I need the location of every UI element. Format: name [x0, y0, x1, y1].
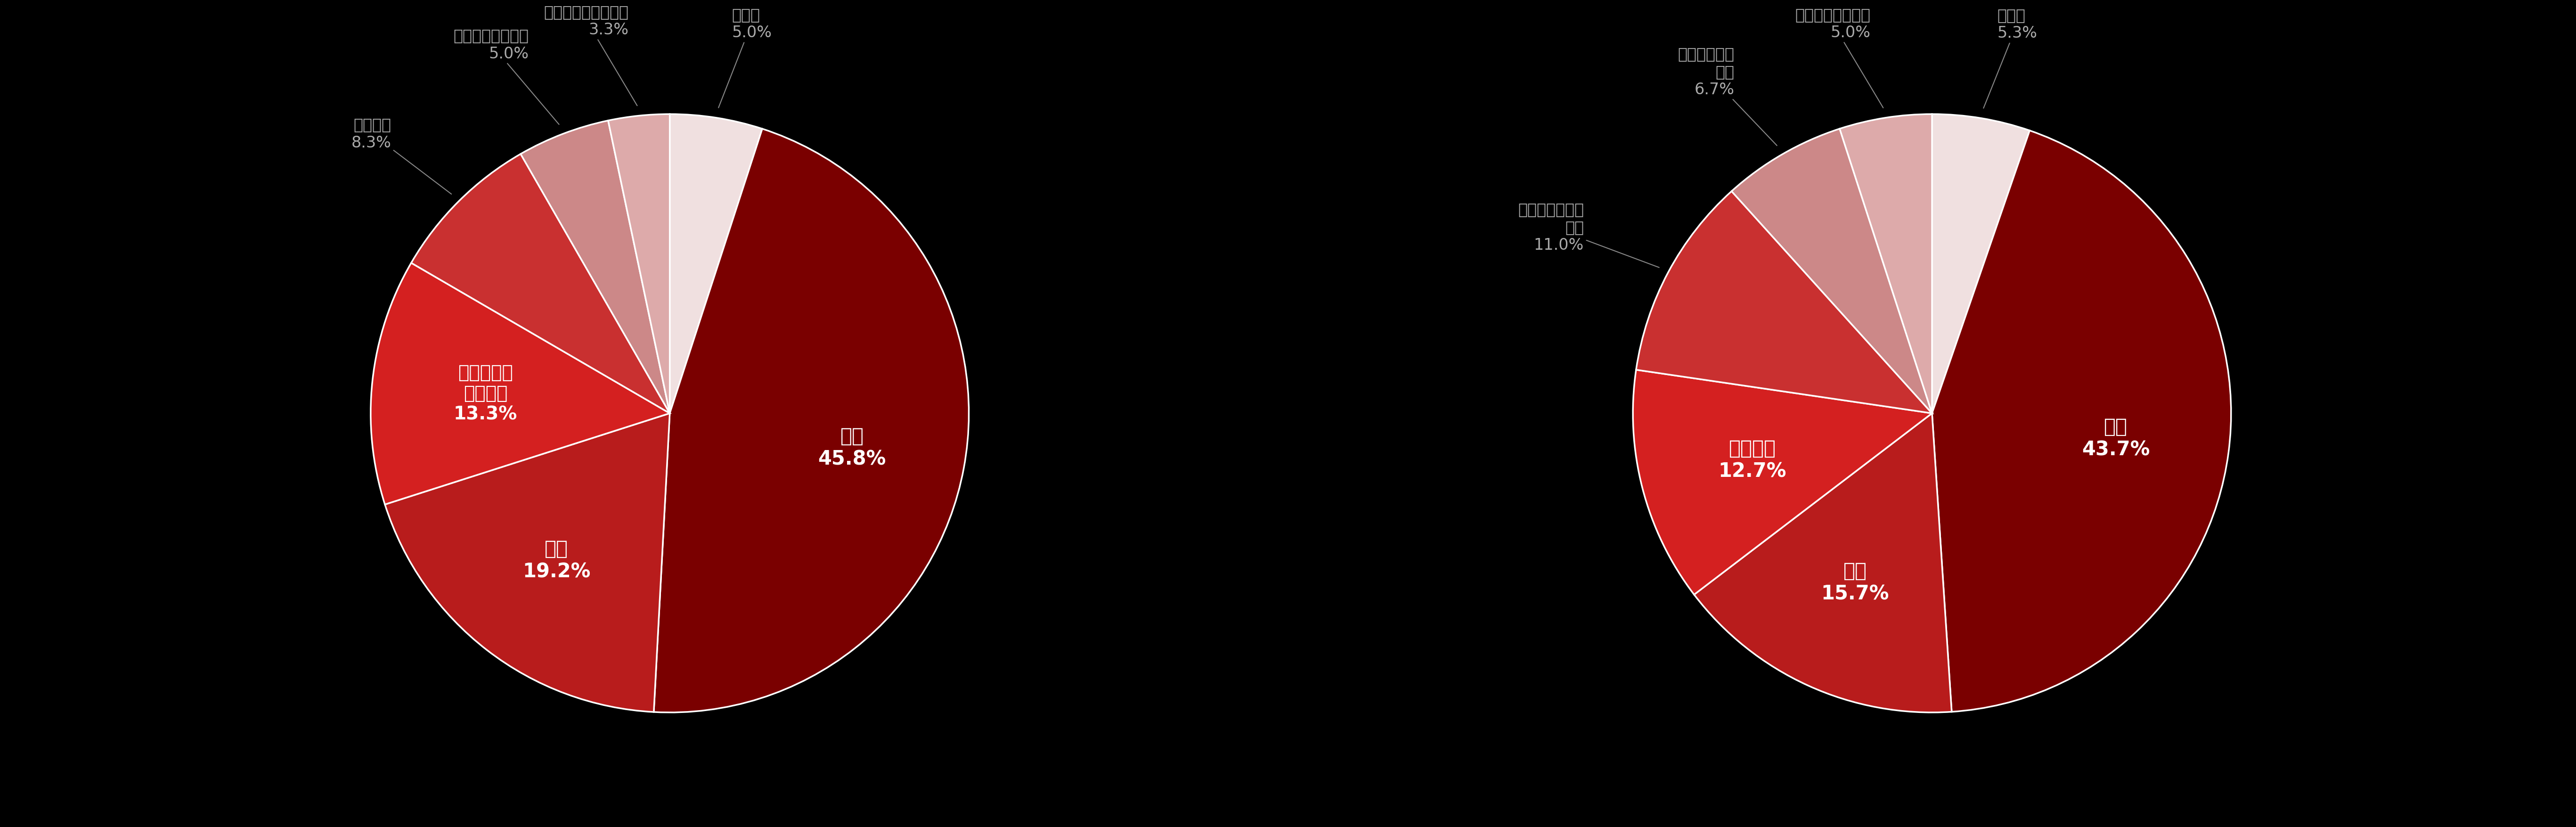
Text: サービス
12.7%: サービス 12.7%: [1718, 438, 1788, 481]
Wedge shape: [412, 155, 670, 414]
Text: その他
5.0%: その他 5.0%: [719, 7, 773, 108]
Text: 卸売・小売・
商業
6.7%: 卸売・小売・ 商業 6.7%: [1677, 46, 1777, 146]
Wedge shape: [1633, 370, 1932, 595]
Wedge shape: [608, 114, 670, 414]
Text: ソフトウェ
ア・通信
13.3%: ソフトウェ ア・通信 13.3%: [453, 364, 518, 423]
Wedge shape: [1839, 114, 1932, 414]
Wedge shape: [520, 121, 670, 414]
Text: 金融
15.7%: 金融 15.7%: [1821, 561, 1888, 604]
Text: エネルギー・運輸
5.0%: エネルギー・運輸 5.0%: [1795, 7, 1883, 108]
Text: 金融
19.2%: 金融 19.2%: [523, 539, 590, 581]
Text: ソフトウェア・
通信
11.0%: ソフトウェア・ 通信 11.0%: [1517, 202, 1659, 268]
Wedge shape: [1731, 129, 1932, 413]
Wedge shape: [371, 263, 670, 504]
Wedge shape: [1636, 192, 1932, 414]
Text: 製造
43.7%: 製造 43.7%: [2081, 417, 2151, 460]
Text: その他
5.3%: その他 5.3%: [1984, 7, 2038, 108]
Text: 製造
45.8%: 製造 45.8%: [819, 426, 886, 469]
Text: エネルギー・運輸
5.0%: エネルギー・運輸 5.0%: [453, 28, 559, 125]
Wedge shape: [1932, 131, 2231, 712]
Wedge shape: [384, 414, 670, 712]
Text: 卸売・小売業・商業
3.3%: 卸売・小売業・商業 3.3%: [544, 4, 636, 106]
Wedge shape: [654, 129, 969, 713]
Text: サービス
8.3%: サービス 8.3%: [350, 117, 451, 194]
Wedge shape: [670, 114, 762, 414]
Wedge shape: [1695, 414, 1953, 713]
Wedge shape: [1932, 114, 2030, 414]
